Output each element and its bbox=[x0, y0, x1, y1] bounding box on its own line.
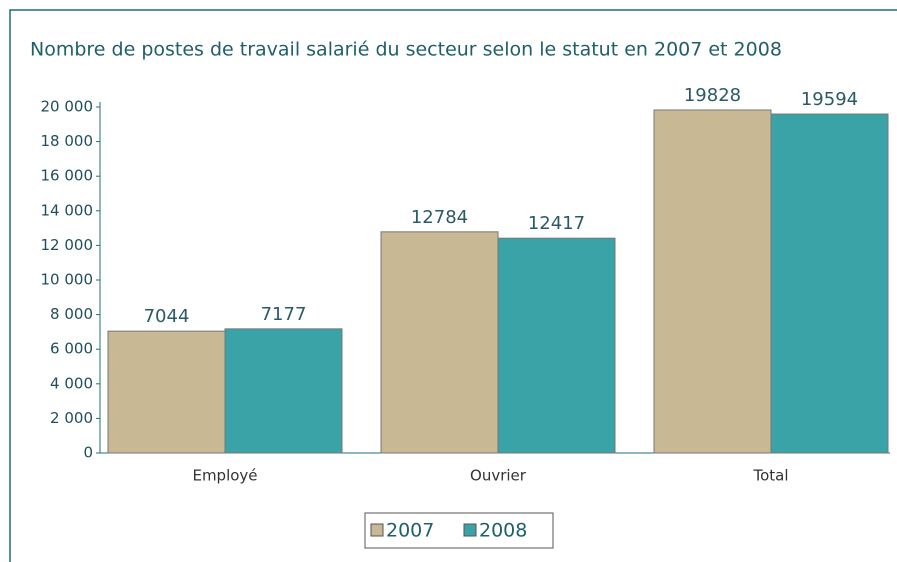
value-label: 12784 bbox=[411, 207, 468, 228]
legend-label: 2008 bbox=[479, 520, 527, 542]
y-tick-label: 14 000 bbox=[41, 201, 94, 219]
bar bbox=[107, 330, 226, 454]
x-tick-label: Total bbox=[752, 467, 788, 485]
value-label: 7044 bbox=[144, 306, 190, 327]
bar bbox=[497, 237, 616, 454]
bar bbox=[653, 109, 772, 454]
bar bbox=[224, 328, 343, 454]
y-tick-label: 6 000 bbox=[50, 340, 93, 358]
y-tick-label: 16 000 bbox=[41, 167, 94, 185]
legend-swatch bbox=[370, 523, 384, 537]
legend-swatch bbox=[463, 523, 477, 537]
y-tick-label: 8 000 bbox=[50, 305, 93, 323]
y-tick-label: 20 000 bbox=[41, 98, 94, 116]
value-label: 19828 bbox=[684, 85, 741, 106]
bar bbox=[770, 113, 889, 454]
y-tick-label: 2 000 bbox=[50, 409, 93, 427]
y-tick-label: 12 000 bbox=[41, 236, 94, 254]
legend-label: 2007 bbox=[386, 520, 434, 542]
value-label: 12417 bbox=[528, 213, 585, 234]
value-label: 19594 bbox=[801, 89, 858, 110]
y-tick-label: 4 000 bbox=[50, 374, 93, 392]
y-tick-label: 18 000 bbox=[41, 132, 94, 150]
value-label: 7177 bbox=[261, 304, 307, 325]
x-tick-label: Ouvrier bbox=[470, 467, 527, 485]
x-tick-label: Employé bbox=[192, 467, 257, 485]
chart-title: Nombre de postes de travail salarié du s… bbox=[30, 39, 782, 61]
y-tick-label: 0 bbox=[83, 444, 93, 462]
legend-box bbox=[364, 512, 554, 549]
frame bbox=[9, 9, 897, 562]
bar bbox=[380, 231, 499, 454]
y-tick-label: 10 000 bbox=[41, 271, 94, 289]
